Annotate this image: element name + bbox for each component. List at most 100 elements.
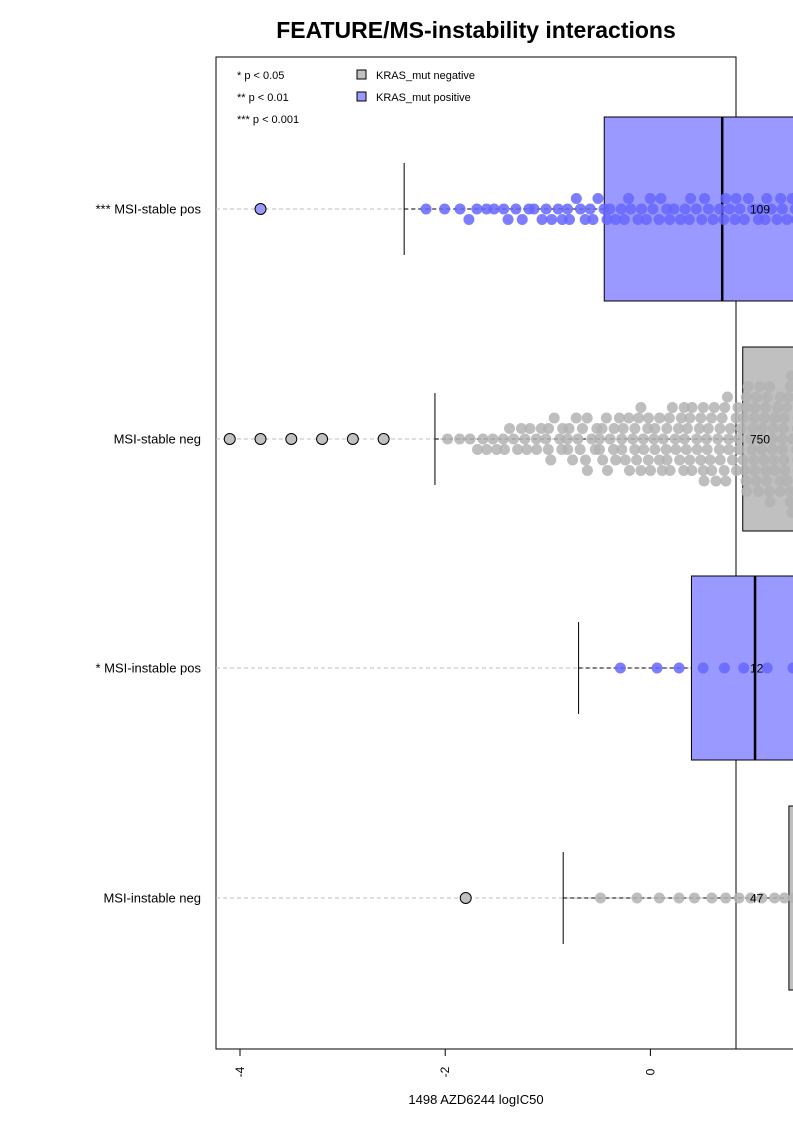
data-point xyxy=(695,454,707,466)
data-point xyxy=(596,423,608,434)
data-point xyxy=(531,444,543,455)
data-point xyxy=(748,454,760,466)
data-point xyxy=(631,454,643,466)
data-point xyxy=(764,486,776,497)
legend: * p < 0.05 ** p < 0.01 *** p < 0.001 KRAS_m… xyxy=(237,69,475,126)
group-label: *** MSI-stable pos xyxy=(96,202,202,217)
data-point xyxy=(733,433,745,445)
data-point xyxy=(552,203,564,215)
data-point xyxy=(463,214,475,225)
data-point xyxy=(561,433,573,445)
data-point xyxy=(785,370,793,382)
data-point xyxy=(789,204,793,214)
data-point xyxy=(706,412,718,424)
group-label: MSI-stable neg xyxy=(114,432,201,447)
data-point xyxy=(512,444,524,455)
outlier-point xyxy=(316,433,329,445)
data-point xyxy=(727,454,739,466)
data-point xyxy=(581,412,593,424)
data-point xyxy=(745,433,757,445)
data-point xyxy=(776,203,788,215)
data-point xyxy=(601,214,613,225)
data-point xyxy=(723,444,735,455)
data-point xyxy=(653,454,665,466)
data-point xyxy=(686,402,698,413)
data-point xyxy=(563,423,575,434)
data-point xyxy=(567,454,579,466)
legend-swatch xyxy=(356,69,367,80)
data-point xyxy=(672,423,684,434)
data-point xyxy=(629,444,641,455)
data-point xyxy=(524,423,536,434)
data-point xyxy=(737,454,749,466)
data-point xyxy=(670,444,682,455)
data-point xyxy=(631,892,643,904)
data-point xyxy=(635,402,647,413)
data-point xyxy=(681,423,693,434)
data-point xyxy=(781,214,793,225)
data-point xyxy=(664,465,676,476)
data-point xyxy=(644,193,656,204)
data-point xyxy=(786,507,793,518)
data-point xyxy=(718,662,730,674)
data-point xyxy=(749,402,761,413)
data-point xyxy=(720,193,732,204)
data-point xyxy=(545,454,557,466)
data-point xyxy=(688,892,700,904)
data-point xyxy=(774,391,786,403)
data-point xyxy=(733,444,745,455)
group-count: 109 xyxy=(750,203,770,217)
data-point xyxy=(540,433,552,445)
data-point xyxy=(642,454,654,466)
box-layer xyxy=(403,116,793,991)
data-point xyxy=(714,423,726,434)
data-point xyxy=(764,381,776,392)
data-point xyxy=(710,475,722,487)
data-point xyxy=(724,423,736,434)
data-point xyxy=(712,433,724,445)
data-point xyxy=(733,892,745,904)
data-point xyxy=(664,214,676,225)
data-point xyxy=(542,444,554,455)
data-point xyxy=(587,214,599,225)
data-point xyxy=(636,203,648,215)
data-point xyxy=(684,454,696,466)
data-point xyxy=(713,444,725,455)
data-point xyxy=(497,433,509,445)
data-point xyxy=(640,214,652,225)
data-point xyxy=(700,433,712,445)
grid-lines xyxy=(216,208,736,899)
data-point xyxy=(530,433,542,445)
data-point xyxy=(778,892,790,904)
data-point xyxy=(454,203,466,215)
data-point xyxy=(608,423,620,434)
data-point xyxy=(649,423,661,434)
data-point xyxy=(695,412,707,424)
data-point xyxy=(706,465,718,476)
data-point xyxy=(781,475,793,487)
data-point xyxy=(498,444,510,455)
data-point xyxy=(481,203,493,215)
x-axis: -4-2024 xyxy=(233,1048,793,1077)
data-point xyxy=(754,381,766,392)
data-point xyxy=(649,444,661,455)
data-point xyxy=(754,203,766,215)
data-point xyxy=(750,391,762,403)
x-tick-label: -2 xyxy=(438,1066,452,1077)
data-point xyxy=(787,433,793,445)
data-point xyxy=(781,402,793,413)
data-point xyxy=(714,454,726,466)
data-point xyxy=(586,433,598,445)
outlier-point xyxy=(285,433,298,445)
data-point xyxy=(730,193,742,204)
legend-label: KRAS_mut positive xyxy=(376,92,471,104)
data-point xyxy=(668,203,680,215)
data-point xyxy=(748,412,760,424)
data-point xyxy=(593,433,605,445)
data-point xyxy=(740,402,752,413)
data-point xyxy=(472,444,484,455)
data-point xyxy=(576,423,588,434)
data-point xyxy=(487,433,499,445)
data-point xyxy=(735,423,747,434)
data-point xyxy=(679,433,691,445)
